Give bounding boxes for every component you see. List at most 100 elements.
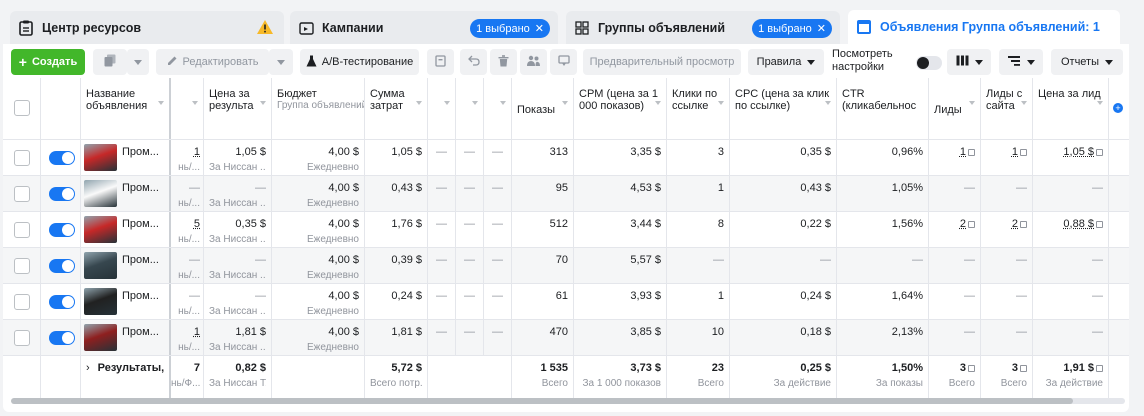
col-header-cost-per-result[interactable]: Цена за результа (204, 78, 272, 139)
hidden-cell-3: — (484, 248, 512, 283)
add-column-icon[interactable]: + (1113, 103, 1123, 113)
tab-resource-center[interactable]: Центр ресурсов (10, 11, 284, 44)
row-toggle[interactable] (49, 295, 75, 309)
col-header-budget[interactable]: Бюджет Группа объявлений (272, 78, 365, 139)
col-header-spent[interactable]: Сумма затрат (365, 78, 428, 139)
scrollbar-thumb[interactable] (11, 398, 1073, 404)
tag-button[interactable] (550, 49, 577, 75)
site-leads-cell: — (981, 248, 1033, 283)
chevron-down-icon (1026, 59, 1035, 65)
cost-per-result-cell: — За Ниссан ... (204, 176, 272, 211)
info-icon (968, 148, 975, 156)
ab-test-button[interactable]: A/B-тестирование (300, 49, 419, 75)
results-cell: — нь/... (171, 176, 204, 211)
info-icon (968, 220, 975, 228)
cost-per-result-cell: 0,35 $ За Ниссан ... (204, 212, 272, 247)
col-header-cost-per-lead[interactable]: Цена за лид (1033, 78, 1109, 139)
link-clicks-cell: 3 (667, 140, 730, 175)
col-header-ctr[interactable]: CTR (кликабельнос (837, 78, 929, 139)
view-settings-toggle[interactable] (916, 56, 942, 70)
name-cell[interactable]: Пром... (81, 176, 171, 211)
chevron-down-icon (134, 59, 142, 65)
results-cell: 1 нь/... (171, 140, 204, 175)
tab-ads[interactable]: Объявления Группа объявлений: 1 (848, 10, 1120, 44)
cpc-cell: 0,18 $ (730, 320, 837, 355)
col-header-link-clicks[interactable]: Клики по ссылке (667, 78, 730, 139)
undo-button[interactable] (460, 49, 487, 75)
preview-button[interactable]: Предварительный просмотр (583, 49, 741, 75)
cpm-cell: 3,93 $ (574, 284, 667, 319)
row-toggle[interactable] (49, 151, 75, 165)
col-header-cpm[interactable]: CPM (цена за 1 000 показов) (574, 78, 667, 139)
chevron-down-icon (277, 59, 285, 65)
name-cell[interactable]: Пром... (81, 284, 171, 319)
col-header-cpc[interactable]: CPC (цена за клик по ссылке) (730, 78, 837, 139)
ad-name: Пром... (122, 254, 159, 266)
name-cell[interactable]: Пром... (81, 248, 171, 283)
duplicate-button[interactable] (93, 49, 127, 75)
row-toggle[interactable] (49, 259, 75, 273)
row-checkbox[interactable] (14, 186, 30, 202)
create-button[interactable]: + Создать (11, 49, 85, 75)
row-checkbox[interactable] (14, 294, 30, 310)
totals-label-cell[interactable]: › Результаты, (81, 356, 171, 400)
undo-icon (467, 55, 480, 69)
duplicate-dropdown[interactable] (127, 49, 149, 75)
chevron-right-icon[interactable]: › (86, 362, 90, 374)
name-cell[interactable]: Пром... (81, 140, 171, 175)
audience-button[interactable] (520, 49, 547, 75)
impressions-cell: 512 (512, 212, 574, 247)
info-icon (1020, 148, 1027, 156)
row-toggle[interactable] (49, 187, 75, 201)
col-header-hidden-1[interactable] (428, 78, 456, 139)
tab-campaigns[interactable]: Кампании 1 выбрано ✕ (290, 11, 558, 44)
tab-ad-groups[interactable]: Группы объявлений 1 выбрано ✕ (566, 11, 840, 44)
plus-icon: + (18, 54, 27, 70)
col-header-impressions[interactable]: Показы (512, 78, 574, 139)
close-icon[interactable]: ✕ (816, 23, 826, 35)
col-header-leads[interactable]: Лиды (929, 78, 981, 139)
link-clicks-cell: 10 (667, 320, 730, 355)
row-toggle[interactable] (49, 331, 75, 345)
hidden-cell-1: — (428, 176, 456, 211)
row-checkbox[interactable] (14, 150, 30, 166)
row-checkbox[interactable] (14, 258, 30, 274)
edit-button[interactable]: Редактировать (156, 49, 269, 75)
select-all-checkbox[interactable] (14, 100, 30, 116)
col-header-site-leads[interactable]: Лиды с сайта (981, 78, 1033, 139)
cost-per-result-cell: 1,05 $ За Ниссан ... (204, 140, 272, 175)
archive-button[interactable] (427, 49, 454, 75)
table-row[interactable]: Пром... 1 нь/... 1,81 $ За Ниссан ... 4,00 $ Е… (3, 320, 1129, 356)
breakdown-dropdown[interactable] (999, 49, 1043, 75)
name-cell[interactable]: Пром... (81, 320, 171, 355)
ad-name: Пром... (122, 182, 159, 194)
columns-dropdown[interactable] (947, 49, 991, 75)
budget-cell: 4,00 $ Ежедневно (272, 212, 365, 247)
rules-dropdown[interactable]: Правила (748, 49, 824, 75)
reports-dropdown[interactable]: Отчеты (1051, 49, 1123, 75)
delete-button[interactable] (490, 49, 517, 75)
selected-badge[interactable]: 1 выбрано ✕ (470, 19, 550, 38)
folder-icon (298, 20, 314, 36)
table-row[interactable]: Пром... — нь/... — За Ниссан ... 4,00 $ Ежедне… (3, 248, 1129, 284)
results-cell: 1 нь/... (171, 320, 204, 355)
col-header-hidden-3[interactable] (484, 78, 512, 139)
row-checkbox[interactable] (14, 222, 30, 238)
col-header-name[interactable]: Название объявления (81, 78, 171, 139)
table-row[interactable]: Пром... 5 нь/... 0,35 $ За Ниссан ... 4,00 $ Е… (3, 212, 1129, 248)
selected-badge[interactable]: 1 выбрано ✕ (752, 19, 832, 38)
col-header-hidden-2[interactable] (456, 78, 484, 139)
warning-icon[interactable] (256, 19, 274, 38)
name-cell[interactable]: Пром... (81, 212, 171, 247)
edit-label: Редактировать (182, 56, 259, 68)
row-toggle[interactable] (49, 223, 75, 237)
edit-dropdown[interactable] (269, 49, 293, 75)
table-row[interactable]: Пром... 1 нь/... 1,05 $ За Ниссан ... 4,00 $ Е… (3, 140, 1129, 176)
table-row[interactable]: Пром... — нь/... — За Ниссан ... 4,00 $ Ежедне… (3, 176, 1129, 212)
info-icon (1096, 220, 1103, 228)
table-row[interactable]: Пром... — нь/... — За Ниссан ... 4,00 $ Ежедне… (3, 284, 1129, 320)
col-header-results[interactable] (171, 78, 204, 139)
row-checkbox[interactable] (14, 330, 30, 346)
close-icon[interactable]: ✕ (534, 23, 544, 35)
info-icon (1096, 148, 1103, 156)
